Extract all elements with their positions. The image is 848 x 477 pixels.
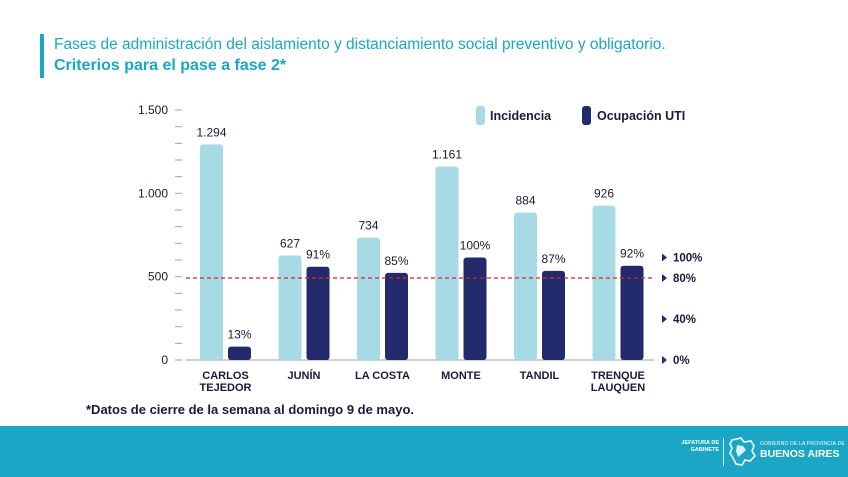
legend-label-ocupacion-uti: Ocupación UTI bbox=[597, 109, 685, 123]
right-axis-tick-label: 40% bbox=[673, 314, 696, 326]
category-label: MONTE bbox=[441, 370, 481, 382]
data-label-ocupacion-uti: 92% bbox=[620, 247, 644, 261]
legend-swatch-incidencia bbox=[476, 106, 485, 125]
data-label-incidencia: 926 bbox=[594, 187, 614, 201]
data-label-ocupacion-uti: 85% bbox=[384, 254, 408, 268]
right-axis-tick-label: 80% bbox=[673, 273, 696, 285]
data-label-incidencia: 734 bbox=[358, 219, 378, 233]
bar-ocupacion-uti bbox=[228, 346, 251, 360]
category-label: LAUQUEN bbox=[591, 382, 645, 394]
data-label-incidencia: 1.294 bbox=[196, 125, 226, 139]
data-label-incidencia: 884 bbox=[515, 194, 535, 208]
bar-incidencia bbox=[514, 212, 537, 360]
jefatura-logo-text: JEFATURA DE GABINETE bbox=[681, 440, 719, 453]
data-label-ocupacion-uti: 13% bbox=[227, 328, 251, 342]
right-axis-tick-marker bbox=[662, 315, 667, 323]
title-accent-bar bbox=[40, 34, 44, 78]
right-axis-tick-marker bbox=[662, 274, 667, 282]
left-axis-tick-label: 1.000 bbox=[138, 186, 168, 200]
bar-incidencia bbox=[200, 144, 223, 360]
data-label-ocupacion-uti: 100% bbox=[460, 239, 491, 253]
category-label: LA COSTA bbox=[355, 370, 410, 382]
province-map-icon bbox=[729, 437, 757, 466]
right-axis-tick-marker bbox=[662, 253, 667, 262]
gob-label-big: BUENOS AIRES bbox=[760, 448, 840, 460]
legend-label-incidencia: Incidencia bbox=[490, 109, 552, 123]
bar-incidencia bbox=[435, 166, 459, 360]
bar-ocupacion-uti bbox=[542, 270, 565, 360]
gob-label-small: GOBIERNO DE LA PROVINCIA DE bbox=[760, 441, 845, 447]
legend-swatch-ocupacion-uti bbox=[582, 106, 591, 125]
bar-incidencia bbox=[278, 255, 302, 360]
category-label: TEJEDOR bbox=[200, 382, 252, 394]
left-axis-tick-label: 0 bbox=[161, 353, 168, 367]
category-label: CARLOS bbox=[202, 370, 248, 382]
bar-incidencia bbox=[592, 205, 616, 360]
footnote: *Datos de cierre de la semana al domingo… bbox=[86, 402, 415, 417]
right-axis-tick-marker bbox=[662, 356, 667, 364]
category-label: TANDIL bbox=[520, 370, 560, 382]
bar-ocupacion-uti bbox=[463, 257, 487, 360]
footer-divider bbox=[723, 438, 724, 466]
chart-subtitle: Criterios para el pase a fase 2* bbox=[54, 57, 287, 74]
left-axis-tick-label: 500 bbox=[148, 270, 168, 284]
bar-ocupacion-uti bbox=[620, 265, 644, 360]
bar-ocupacion-uti bbox=[306, 266, 330, 360]
left-axis-tick-label: 1.500 bbox=[138, 103, 168, 117]
data-label-incidencia: 627 bbox=[280, 237, 300, 251]
right-axis-tick-label: 100% bbox=[673, 253, 702, 265]
data-label-ocupacion-uti: 91% bbox=[306, 248, 330, 262]
right-axis-tick-label: 0% bbox=[673, 355, 690, 367]
category-label: JUNÍN bbox=[287, 369, 320, 382]
bar-incidencia bbox=[357, 237, 380, 360]
bar-ocupacion-uti bbox=[385, 272, 408, 360]
data-label-ocupacion-uti: 87% bbox=[541, 252, 565, 266]
data-label-incidencia: 1.161 bbox=[432, 148, 462, 162]
bar-chart: 0 500 1.000 1.500 0% 40% 80% 100% 1.294 13% CARLOS… bbox=[138, 103, 702, 394]
chart-title: Fases de administración del aislamiento … bbox=[54, 36, 666, 53]
footer-bar: JEFATURA DE GABINETE GOBIERNO DE LA PROV… bbox=[0, 426, 848, 477]
category-label: TRENQUE bbox=[591, 370, 645, 382]
